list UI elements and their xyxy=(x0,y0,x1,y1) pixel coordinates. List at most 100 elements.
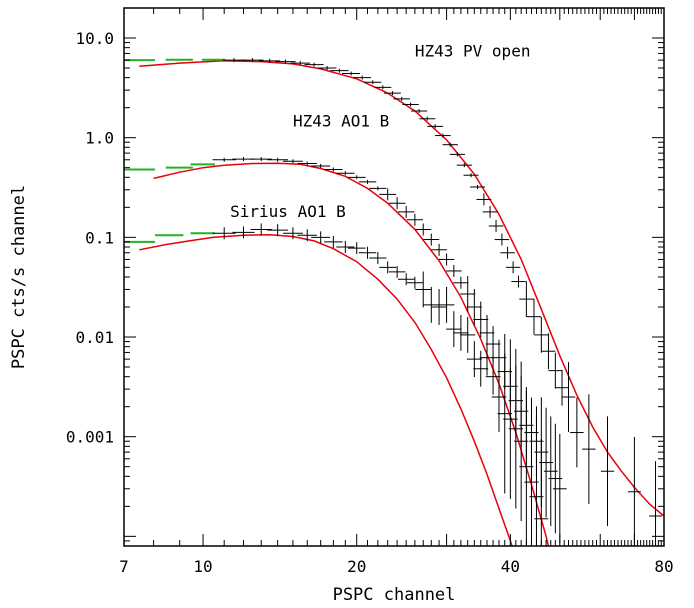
plot-content xyxy=(124,58,664,546)
series-0 xyxy=(124,58,664,546)
data-point xyxy=(259,58,281,63)
data-point xyxy=(379,188,397,201)
data-point xyxy=(267,224,288,237)
data-point xyxy=(406,213,423,226)
data-point xyxy=(511,275,526,288)
axis-ticks: 7 10 20 40 80 10.0 1.0 0.1 0.01 0.001 xyxy=(66,7,674,576)
data-point xyxy=(453,314,469,351)
data-point xyxy=(541,333,556,370)
data-point xyxy=(415,271,432,308)
data-point xyxy=(627,436,641,546)
data-point xyxy=(491,362,507,432)
data-point xyxy=(330,68,349,73)
x-tick-label: 80 xyxy=(654,557,673,576)
series-label: HZ43 AO1 B xyxy=(293,111,389,130)
data-point xyxy=(582,394,596,504)
data-point xyxy=(324,235,343,248)
data-point xyxy=(561,362,576,432)
data-point xyxy=(548,352,563,389)
data-point xyxy=(473,350,489,387)
data-point xyxy=(552,433,567,544)
data-point xyxy=(600,416,615,527)
data-point xyxy=(476,193,492,206)
data-point xyxy=(453,276,469,289)
data-point xyxy=(297,229,317,242)
data-point xyxy=(438,253,455,266)
y-tick-label: 0.01 xyxy=(75,328,114,347)
model-curve xyxy=(153,162,550,546)
data-point xyxy=(460,276,476,312)
data-point xyxy=(431,289,447,325)
data-point xyxy=(446,311,462,348)
data-point xyxy=(415,223,432,236)
data-point xyxy=(423,233,440,246)
model-curve xyxy=(139,234,513,546)
data-point xyxy=(397,273,415,286)
data-point xyxy=(449,152,466,157)
y-tick-label: 0.1 xyxy=(85,228,114,247)
data-point xyxy=(497,333,512,494)
data-point xyxy=(649,461,662,546)
data-point xyxy=(311,163,331,168)
x-tick-label: 10 xyxy=(193,557,212,576)
data-point xyxy=(369,252,387,265)
series-2 xyxy=(124,223,549,546)
data-point xyxy=(241,58,264,63)
data-point xyxy=(317,66,337,70)
series-label: HZ43 PV open xyxy=(415,42,531,61)
data-point xyxy=(393,96,410,101)
data-point xyxy=(555,369,569,406)
data-point xyxy=(212,227,236,240)
data-point xyxy=(267,157,288,162)
data-point xyxy=(358,246,377,259)
x-tick-label: 40 xyxy=(501,557,520,576)
data-point xyxy=(411,109,428,114)
data-point xyxy=(342,71,361,76)
data-point xyxy=(473,301,489,338)
y-tick-label: 10.0 xyxy=(75,29,114,48)
data-point xyxy=(438,286,455,323)
data-point xyxy=(311,231,331,244)
data-point xyxy=(519,281,534,318)
data-point xyxy=(364,80,382,85)
data-point xyxy=(250,157,272,162)
data-point xyxy=(282,227,303,240)
data-point xyxy=(423,286,440,323)
data-point xyxy=(526,298,542,335)
data-point xyxy=(275,59,296,64)
data-point xyxy=(353,75,371,80)
data-point xyxy=(336,171,355,176)
data-point xyxy=(290,61,311,66)
data-point xyxy=(402,102,419,107)
data-point xyxy=(358,179,377,184)
data-point xyxy=(508,349,523,509)
data-point xyxy=(431,243,447,256)
data-point xyxy=(442,142,458,147)
data-point xyxy=(485,358,501,395)
data-point xyxy=(324,167,343,172)
data-point xyxy=(500,246,515,259)
x-tick-label: 20 xyxy=(347,557,366,576)
data-point xyxy=(427,124,444,129)
data-point xyxy=(570,397,584,468)
y-axis-title: PSPC cts/s channel xyxy=(9,185,29,369)
data-point xyxy=(488,220,504,232)
data-point xyxy=(505,261,521,274)
data-point xyxy=(347,242,366,255)
data-point xyxy=(374,85,392,90)
data-point xyxy=(435,133,451,138)
data-point xyxy=(534,439,549,546)
data-point xyxy=(336,241,355,253)
model-curve xyxy=(139,60,664,517)
plot-frame xyxy=(123,7,665,547)
data-point xyxy=(534,316,549,353)
data-point xyxy=(212,157,236,162)
data-point xyxy=(479,339,495,376)
data-point xyxy=(369,186,387,191)
data-point xyxy=(347,175,366,180)
data-point xyxy=(250,223,272,236)
data-point xyxy=(470,184,486,189)
data-point xyxy=(503,339,518,499)
annotations: HZ43 PV open HZ43 AO1 B Sirius AO1 B xyxy=(230,42,530,221)
